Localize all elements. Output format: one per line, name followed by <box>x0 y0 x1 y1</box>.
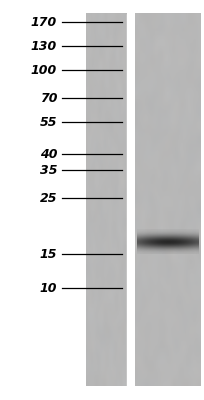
Text: 70: 70 <box>40 92 57 104</box>
Text: 10: 10 <box>40 282 57 294</box>
Text: 170: 170 <box>31 16 57 28</box>
Text: 25: 25 <box>40 192 57 204</box>
Text: 35: 35 <box>40 164 57 176</box>
Text: 15: 15 <box>40 248 57 260</box>
Text: 130: 130 <box>31 40 57 52</box>
Text: 40: 40 <box>40 148 57 160</box>
Text: 100: 100 <box>31 64 57 76</box>
Text: 55: 55 <box>40 116 57 128</box>
